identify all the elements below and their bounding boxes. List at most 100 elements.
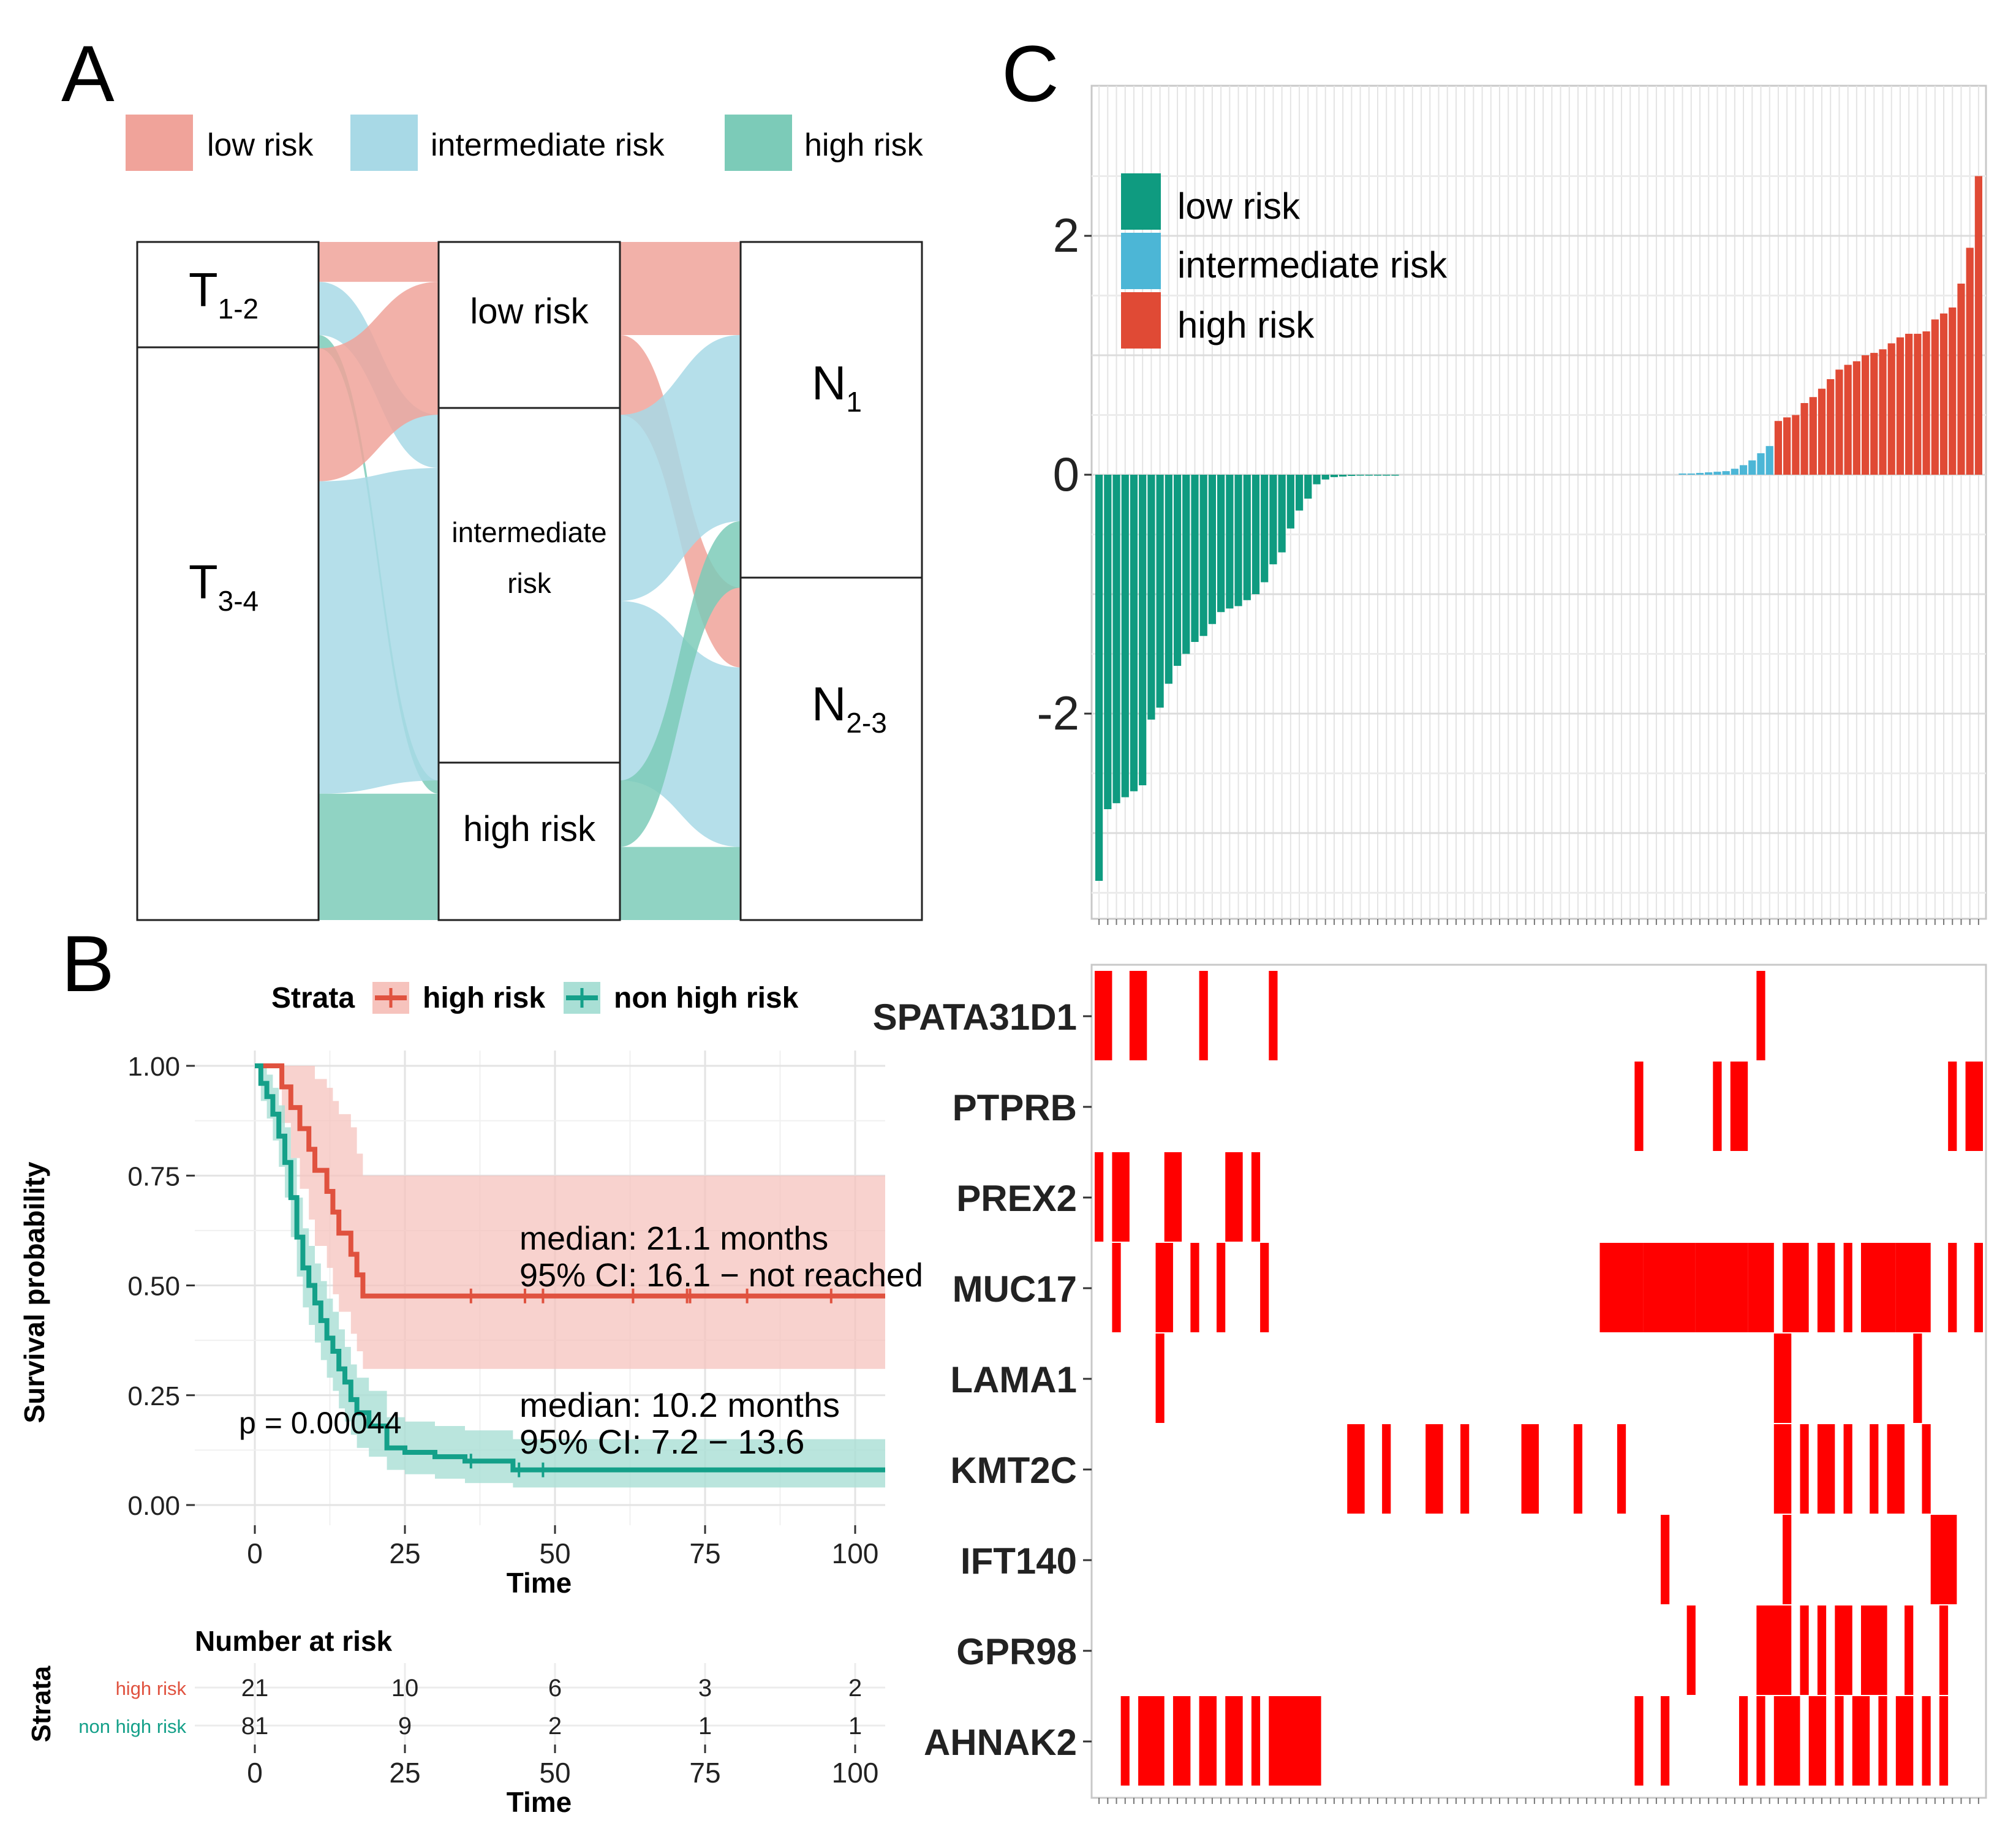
mutation-cell-5-1 (1382, 1424, 1391, 1514)
riskscore-bar-29 (1348, 475, 1356, 476)
riskscore-bar-14 (1217, 475, 1225, 613)
mutation-cell-8-15 (1878, 1696, 1887, 1786)
mutation-cell-3-9 (1783, 1243, 1809, 1332)
riskscore-bar-30 (1356, 475, 1364, 476)
panel-a-label: A (61, 29, 115, 118)
gene-label-2: PREX2 (956, 1178, 1077, 1219)
mutation-cell-1-1 (1713, 1062, 1722, 1151)
mutation-cell-8-5 (1251, 1696, 1261, 1786)
mutation-cell-8-13 (1835, 1696, 1844, 1786)
km-median-high: median: 21.1 months (519, 1220, 828, 1257)
mutation-cell-8-18 (1939, 1696, 1949, 1786)
riskscore-bar-17 (1243, 475, 1251, 600)
mutation-cell-8-16 (1895, 1696, 1914, 1786)
mutation-cell-6-2 (1930, 1515, 1957, 1604)
mutation-cell-5-8 (1800, 1424, 1809, 1514)
bar-legend-label-high: high risk (1177, 304, 1315, 345)
riskscore-bar-99 (1957, 284, 1965, 475)
riskscore-bar-83 (1818, 388, 1826, 475)
risk-xtick-label-2: 50 (539, 1757, 570, 1789)
stratum-label-intermediate-line2: risk (507, 567, 552, 599)
risk-xtick-label-0: 0 (247, 1757, 263, 1789)
mutation-cell-3-1 (1155, 1243, 1173, 1332)
mutation-cell-7-1 (1756, 1605, 1792, 1695)
riskscore-bar-74 (1739, 465, 1748, 475)
mutation-cell-8-9 (1739, 1696, 1748, 1786)
mutation-cell-5-0 (1347, 1424, 1365, 1514)
km-pvalue: p = 0.00044 (239, 1406, 402, 1440)
risk-cell-1-0: 81 (241, 1713, 269, 1740)
mutation-cell-8-1 (1138, 1696, 1165, 1786)
mutation-cell-7-5 (1860, 1605, 1887, 1695)
mutation-cell-7-6 (1905, 1605, 1914, 1695)
alluvial-flow-left-4 (319, 468, 439, 794)
mutation-cell-3-14 (1948, 1243, 1957, 1332)
mutation-cell-8-12 (1808, 1696, 1827, 1786)
mutation-cell-8-17 (1922, 1696, 1931, 1786)
stratum-label-n23: N2-3 (812, 677, 887, 739)
alluvial-stratum-labels: T1-2 T3-4 low risk intermediate risk hig… (189, 263, 887, 849)
km-curve-1 (255, 1063, 885, 1473)
legend-swatch-low-risk (126, 115, 193, 171)
mutation-cell-8-10 (1756, 1696, 1765, 1786)
riskscore-bar-88 (1861, 355, 1870, 475)
mutation-cell-2-4 (1251, 1152, 1261, 1242)
km-legend-label-high: high risk (423, 982, 545, 1014)
riskscore-bar-73 (1731, 469, 1739, 475)
gene-label-6: IFT140 (961, 1541, 1077, 1582)
km-ytick-label-2: 0.50 (127, 1272, 180, 1302)
mutation-cell-6-0 (1661, 1515, 1670, 1604)
mutation-cell-1-4 (1965, 1062, 1983, 1151)
bar-legend-swatch-low (1121, 173, 1161, 230)
riskscore-bar-33 (1383, 475, 1391, 476)
riskscore-gridlines (1092, 86, 1986, 919)
riskscore-bar-93 (1905, 333, 1913, 475)
riskscore-bar-28 (1339, 475, 1347, 477)
riskscore-bar-78 (1774, 421, 1783, 475)
riskscore-bar-26 (1321, 475, 1329, 480)
riskscore-bar-79 (1783, 417, 1791, 475)
oncoprint-ticks (1098, 1798, 1979, 1804)
km-ci-non: 95% CI: 7.2 − 13.6 (519, 1422, 804, 1461)
gene-label-5: KMT2C (950, 1450, 1077, 1491)
alluvial-flow-right-5 (620, 847, 741, 920)
mutation-cell-3-15 (1974, 1243, 1983, 1332)
stratum-label-high-risk: high risk (463, 809, 596, 849)
panel-c: C 2 0 -2 low risk intermediate risk high r… (873, 29, 1987, 1804)
riskscore-bars (1095, 176, 1982, 881)
mutation-cell-5-9 (1817, 1424, 1835, 1514)
risk-cell-1-2: 2 (548, 1713, 562, 1740)
stratum-t12 (136, 241, 320, 349)
mutation-cell-3-11 (1843, 1243, 1852, 1332)
riskscore-bar-25 (1313, 475, 1321, 485)
riskscore-bar-90 (1879, 349, 1887, 475)
riskscore-bar-97 (1939, 313, 1948, 475)
riskscore-bar-77 (1765, 446, 1773, 475)
riskscore-bar-10 (1182, 475, 1190, 654)
risk-cell-0-2: 6 (548, 1675, 562, 1702)
panel-b-label: B (61, 919, 115, 1008)
mutation-cell-3-10 (1817, 1243, 1835, 1332)
stratum-n1 (739, 241, 923, 579)
mutation-cell-8-6 (1269, 1696, 1321, 1786)
bar-ytick-label-2: -2 (1037, 686, 1079, 740)
risk-table-x-title: Time (507, 1786, 572, 1818)
stratum-high-risk (437, 761, 621, 921)
risk-xtick-label-4: 100 (832, 1757, 879, 1789)
riskscore-bar-91 (1887, 343, 1895, 475)
riskscore-bar-92 (1896, 337, 1905, 475)
risk-cell-0-4: 2 (848, 1675, 862, 1702)
mutation-cell-3-12 (1860, 1243, 1896, 1332)
mutation-cell-3-3 (1217, 1243, 1226, 1332)
mutation-cell-5-6 (1617, 1424, 1626, 1514)
stratum-t34 (136, 346, 320, 921)
km-ci-high: 95% CI: 16.1 − not reached (519, 1257, 923, 1294)
risk-xtick-label-3: 75 (689, 1757, 720, 1789)
risk-table-area (195, 1663, 885, 1745)
gene-label-7: GPR98 (956, 1631, 1077, 1672)
riskscore-bar-70 (1705, 472, 1713, 475)
alluvial-flow-left-0 (319, 242, 439, 282)
mutation-cell-5-2 (1425, 1424, 1443, 1514)
alluvial-flow-right-2 (620, 334, 741, 602)
riskscore-bar-11 (1191, 475, 1199, 642)
